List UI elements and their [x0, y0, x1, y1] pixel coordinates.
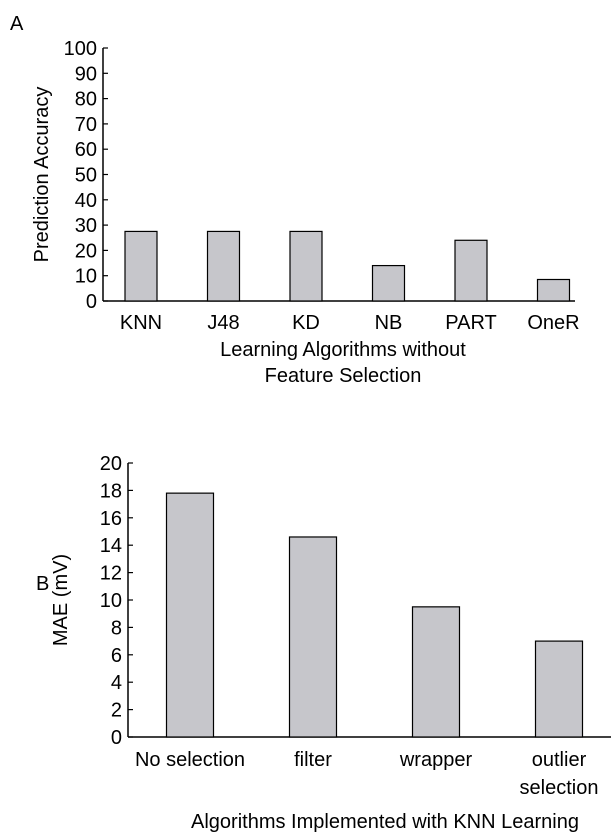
- x-tick-label: NB: [375, 312, 403, 334]
- bar: [371, 264, 406, 302]
- bar: [289, 230, 323, 302]
- y-tick-label: 40: [75, 190, 97, 212]
- bar: [206, 230, 241, 302]
- y-tick-label: 70: [75, 114, 97, 136]
- y-tick-label: 18: [100, 480, 122, 502]
- x-tick-label: PART: [445, 312, 497, 334]
- y-tick-label: 50: [75, 165, 97, 187]
- y-tick-label: 14: [100, 535, 122, 557]
- bar: [536, 278, 571, 302]
- x-tick-label: wrapper: [399, 749, 473, 771]
- y-tick-label: 4: [111, 672, 122, 694]
- x-tick-label: KNN: [120, 312, 162, 334]
- bar: [124, 230, 158, 302]
- panel-label: A: [10, 13, 24, 35]
- x-tick-label: KD: [292, 312, 320, 334]
- y-tick-label: 12: [100, 563, 122, 585]
- x-axis-title: Algorithms Implemented with KNN Learning: [191, 811, 579, 833]
- y-tick-label: 10: [75, 266, 97, 288]
- y-tick-label: 10: [100, 590, 122, 612]
- y-tick-label: 2: [111, 700, 122, 722]
- x-tick-label: selection: [520, 777, 599, 799]
- y-tick-label: 0: [111, 727, 122, 749]
- bar: [411, 606, 461, 738]
- bar: [288, 536, 338, 738]
- bar: [165, 492, 215, 738]
- x-tick-label: outlier: [532, 749, 587, 771]
- y-tick-label: 16: [100, 508, 122, 530]
- y-tick-label: 20: [100, 453, 122, 475]
- y-axis-title: Prediction Accuracy: [31, 87, 53, 263]
- x-axis-title: Learning Algorithms without: [220, 339, 466, 361]
- y-tick-label: 6: [111, 645, 122, 667]
- y-tick-label: 8: [111, 617, 122, 639]
- bar: [454, 239, 488, 302]
- y-tick-label: 0: [86, 291, 97, 313]
- y-tick-label: 80: [75, 89, 97, 111]
- x-tick-label: J48: [207, 312, 239, 334]
- y-tick-label: 90: [75, 63, 97, 85]
- panel-label: B: [36, 573, 49, 595]
- y-tick-label: 30: [75, 215, 97, 237]
- y-tick-label: 100: [64, 38, 97, 60]
- x-axis-title: Feature Selection: [265, 365, 422, 387]
- y-axis-title: MAE (mV): [50, 554, 72, 646]
- x-tick-label: filter: [294, 749, 332, 771]
- y-tick-label: 20: [75, 240, 97, 262]
- bar: [534, 640, 584, 738]
- y-tick-label: 60: [75, 139, 97, 161]
- x-tick-label: OneR: [527, 312, 579, 334]
- x-tick-label: No selection: [135, 749, 245, 771]
